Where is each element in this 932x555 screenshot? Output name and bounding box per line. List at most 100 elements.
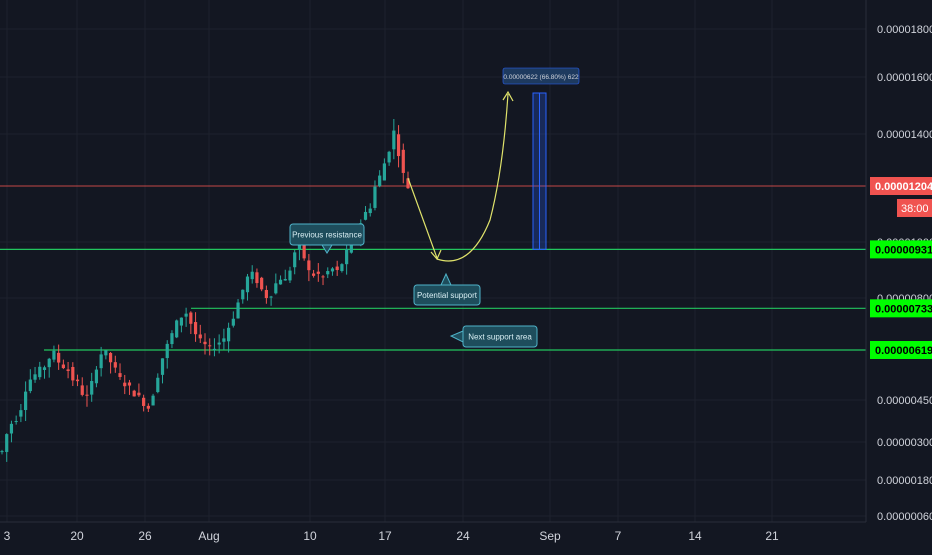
- candle-body: [14, 421, 18, 423]
- candle-body: [85, 394, 89, 396]
- candle-body: [227, 327, 231, 342]
- annotation-text: Potential support: [417, 291, 478, 300]
- annotation-callout[interactable]: Potential support: [413, 272, 481, 306]
- candle-body: [208, 345, 212, 347]
- price-tick-label: 0.00001800: [877, 24, 932, 36]
- candle-body: [345, 249, 349, 265]
- candle-body: [38, 366, 42, 378]
- candle-body: [330, 268, 335, 272]
- support-level-value: 0.00000619: [875, 345, 932, 357]
- candle-body: [269, 296, 273, 298]
- candle-body: [132, 390, 136, 397]
- time-tick-label: 24: [456, 529, 470, 543]
- candle-body: [236, 302, 240, 319]
- candle-body: [311, 273, 316, 276]
- candle-body: [28, 379, 32, 392]
- annotation-callout[interactable]: Previous resistance: [289, 223, 365, 254]
- annotation-box-fill: [291, 225, 363, 244]
- candle-body: [94, 369, 99, 384]
- time-tick-label: Aug: [198, 529, 219, 543]
- support-level-badge: [870, 299, 932, 318]
- candle-body: [61, 364, 65, 369]
- drawings[interactable]: 0.00000622 (66.80%) 622: [407, 67, 580, 262]
- countdown-badge: [897, 199, 932, 217]
- candle-body: [24, 391, 28, 411]
- horizontal-levels[interactable]: [0, 185, 866, 351]
- time-axis-background: [0, 522, 932, 550]
- time-tick-label: 3: [4, 529, 11, 543]
- candle-body: [283, 278, 287, 281]
- candle-body: [293, 252, 297, 268]
- candle-body: [264, 289, 268, 299]
- time-tick-label: 17: [378, 529, 392, 543]
- candle-body: [326, 271, 330, 275]
- price-axis-background: [866, 0, 932, 522]
- candle-body: [274, 283, 278, 294]
- support-level-value: 0.00000733: [875, 303, 932, 315]
- current-price-value: 0.00001204: [875, 181, 932, 193]
- candle-body: [302, 244, 306, 259]
- price-range-label: 0.00000622 (66.80%) 622: [503, 74, 579, 81]
- time-tick-label: 14: [688, 529, 702, 543]
- time-tick-label: 26: [138, 529, 152, 543]
- candle-body: [241, 289, 245, 300]
- candle-body: [255, 272, 259, 284]
- candle-body: [245, 276, 250, 293]
- projection-line-down[interactable]: [407, 177, 438, 259]
- candle-body: [175, 320, 179, 338]
- time-tick-label: Sep: [539, 529, 561, 543]
- candle-body: [165, 343, 169, 359]
- annotation-text: Next support area: [468, 333, 532, 342]
- candle-body: [340, 264, 344, 272]
- countdown-value: 38:00: [901, 203, 929, 215]
- candle-body: [217, 342, 221, 345]
- candle-body: [288, 270, 292, 281]
- annotation-text: Previous resistance: [292, 231, 362, 240]
- time-tick-label: 20: [70, 529, 84, 543]
- candle-body: [316, 271, 320, 274]
- candle-body: [373, 186, 377, 208]
- candle-body: [363, 211, 368, 220]
- candle-body: [198, 334, 202, 339]
- annotation-callout[interactable]: Next support area: [449, 325, 538, 348]
- candle-body: [222, 338, 226, 342]
- candle-body: [406, 178, 410, 189]
- projection-arrowhead-up: [502, 90, 514, 102]
- candle-body: [250, 271, 254, 280]
- candle-body: [127, 382, 132, 386]
- price-axis[interactable]: 0.000018000.000016000.000014000.00001000…: [865, 0, 932, 523]
- candle-body: [118, 373, 122, 377]
- candle-body: [189, 312, 193, 324]
- time-axis[interactable]: 3 20 26 Aug 10 17 24 Sep 7 14 21: [0, 521, 932, 550]
- candle-body: [90, 381, 94, 395]
- candle-body: [71, 366, 75, 381]
- candle-body: [57, 352, 61, 363]
- candle-body: [9, 423, 14, 434]
- candle-body: [401, 149, 405, 173]
- candle-body: [137, 392, 141, 396]
- price-tick-label: 0.00000060: [877, 511, 932, 523]
- candle-body: [99, 354, 103, 369]
- annotations[interactable]: Previous resistance Potential support Next…: [289, 223, 538, 348]
- candle-body: [387, 151, 391, 163]
- support-level-value: 0.00000931: [875, 244, 932, 256]
- candle-body: [260, 277, 264, 290]
- candle-body: [160, 358, 165, 375]
- time-tick-label: 10: [303, 529, 317, 543]
- candle-body: [42, 367, 47, 370]
- candle-body: [392, 130, 396, 150]
- price-tick-label: 0.00001400: [877, 129, 932, 141]
- candle-body: [0, 451, 4, 453]
- candle-body: [123, 382, 127, 387]
- candle-body: [297, 243, 302, 250]
- candle-body: [113, 362, 117, 368]
- candle-body: [184, 313, 188, 317]
- candle-body: [151, 395, 155, 406]
- time-tick-label: 7: [615, 529, 622, 543]
- candle-body: [108, 352, 113, 363]
- annotation-box-fill: [464, 327, 536, 346]
- projection-curve-up[interactable]: [436, 93, 509, 262]
